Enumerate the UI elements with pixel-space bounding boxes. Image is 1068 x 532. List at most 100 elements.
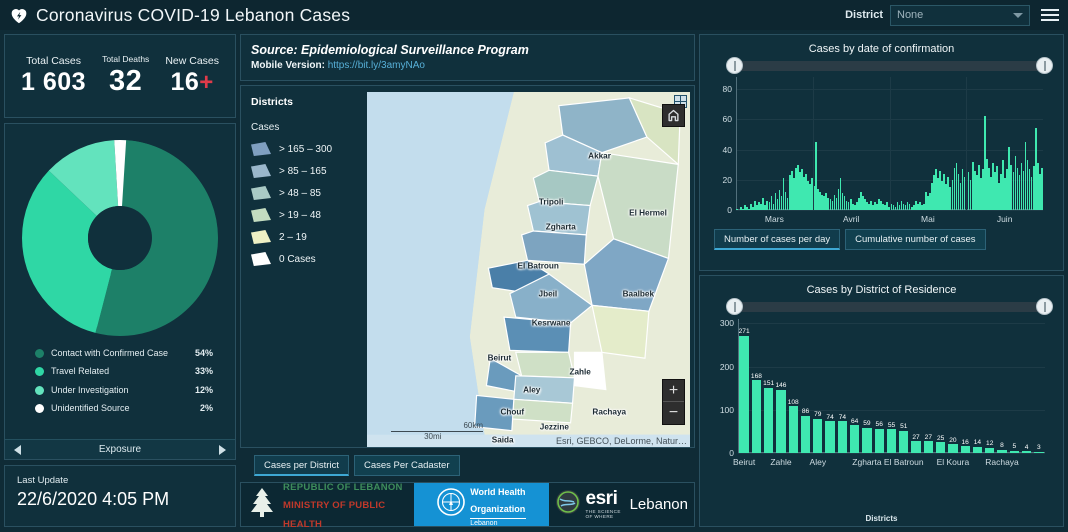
district-bar[interactable]: 16 (960, 439, 970, 453)
slider-handle-right[interactable] (1036, 298, 1053, 315)
district-bar[interactable]: 5 (1009, 443, 1019, 453)
chevron-left-icon[interactable] (14, 444, 21, 455)
time-bar[interactable] (1012, 172, 1015, 210)
time-bar[interactable] (910, 206, 913, 210)
time-bar[interactable] (921, 205, 923, 210)
time-bar[interactable] (766, 200, 769, 210)
time-bar[interactable] (971, 161, 974, 210)
time-bar[interactable] (864, 199, 866, 210)
time-bar[interactable] (853, 205, 856, 210)
time-bar[interactable] (778, 190, 781, 210)
time-bar[interactable] (1034, 128, 1037, 210)
time-bar[interactable] (862, 196, 864, 210)
time-bar[interactable] (805, 173, 807, 210)
tab-cases-per-day[interactable]: Number of cases per day (714, 229, 841, 250)
time-bar[interactable] (857, 197, 860, 210)
time-bar[interactable] (1008, 146, 1011, 210)
time-bar[interactable] (813, 185, 815, 210)
time-bar[interactable] (977, 164, 980, 210)
time-bar[interactable] (892, 205, 895, 210)
district-bar[interactable]: 59 (862, 420, 872, 453)
time-bar[interactable] (1036, 163, 1039, 210)
time-bar[interactable] (973, 170, 976, 210)
tab-cumulative-cases[interactable]: Cumulative number of cases (845, 229, 986, 250)
time-bar[interactable] (744, 205, 746, 210)
time-bar[interactable] (990, 176, 992, 210)
time-bar[interactable] (768, 202, 771, 210)
slider-handle-right[interactable] (1036, 57, 1053, 74)
time-bar[interactable] (827, 197, 830, 210)
time-bar[interactable] (774, 193, 777, 210)
time-bar[interactable] (849, 199, 852, 210)
district-bar[interactable]: 27 (923, 434, 933, 453)
hamburger-menu-icon[interactable] (1040, 6, 1060, 24)
time-bar[interactable] (979, 178, 982, 210)
time-bar[interactable] (1026, 160, 1029, 210)
time-bar[interactable] (794, 167, 797, 210)
time-bar[interactable] (992, 163, 994, 210)
zoom-out-button[interactable]: − (668, 404, 679, 421)
time-bar[interactable] (967, 172, 970, 210)
time-bar[interactable] (994, 172, 996, 210)
time-bar[interactable] (868, 203, 870, 210)
tab-cases-per-cadaster[interactable]: Cases Per Cadaster (353, 455, 460, 476)
time-bar[interactable] (847, 202, 850, 210)
time-bar[interactable] (900, 200, 903, 210)
time-bar[interactable] (984, 116, 986, 210)
district-bar[interactable]: 20 (948, 437, 958, 453)
time-bar[interactable] (1022, 170, 1025, 210)
time-bar[interactable] (918, 202, 921, 210)
time-bar[interactable] (969, 179, 972, 210)
district-bar[interactable]: 3 (1034, 444, 1044, 453)
district-bar[interactable]: 146 (775, 382, 786, 453)
home-extent-icon[interactable] (662, 104, 685, 127)
time-bar[interactable] (1014, 155, 1017, 210)
time-bar[interactable] (963, 176, 966, 210)
time-bar[interactable] (855, 202, 858, 210)
time-bar[interactable] (736, 208, 738, 210)
time-bar[interactable] (951, 179, 954, 210)
mobile-version-link[interactable]: https://bit.ly/3amyNAo (327, 59, 425, 71)
time-bar[interactable] (799, 172, 801, 210)
time-bar[interactable] (790, 170, 793, 210)
district-bar[interactable]: 56 (874, 421, 884, 453)
time-bar[interactable] (866, 202, 868, 210)
time-bar[interactable] (927, 196, 929, 210)
time-bar[interactable] (898, 205, 901, 210)
time-bar[interactable] (878, 199, 880, 210)
time-bar[interactable] (1002, 160, 1004, 210)
map-zoom-controls[interactable]: + − (662, 379, 685, 425)
district-bar[interactable]: 168 (751, 373, 762, 453)
time-bar[interactable] (782, 178, 785, 210)
time-bar[interactable] (1028, 169, 1031, 210)
time-bar[interactable] (817, 188, 819, 210)
time-bar[interactable] (872, 205, 874, 210)
district-bar[interactable]: 108 (788, 399, 799, 453)
time-bar[interactable] (748, 208, 750, 210)
slider-handle-left[interactable] (726, 57, 743, 74)
time-bar[interactable] (796, 164, 799, 210)
time-bar[interactable] (937, 178, 939, 210)
time-bar[interactable] (843, 196, 846, 210)
time-bar[interactable] (945, 184, 948, 210)
time-bar[interactable] (906, 202, 909, 210)
time-bar[interactable] (746, 206, 748, 210)
time-bar[interactable] (1020, 163, 1023, 210)
district-range-slider[interactable] (726, 298, 1053, 315)
district-bar[interactable]: 74 (825, 414, 835, 453)
time-bar[interactable] (1016, 167, 1019, 210)
time-bar[interactable] (953, 167, 956, 210)
time-bar[interactable] (837, 188, 840, 210)
time-bar[interactable] (884, 205, 887, 210)
time-bar[interactable] (770, 196, 773, 210)
time-bar[interactable] (916, 203, 919, 210)
time-bar[interactable] (801, 169, 803, 210)
district-bar[interactable]: 14 (972, 439, 983, 453)
time-bar[interactable] (788, 175, 791, 210)
time-bar[interactable] (939, 170, 941, 210)
time-bar[interactable] (780, 196, 783, 210)
time-bar[interactable] (811, 178, 813, 210)
time-bar[interactable] (1018, 175, 1021, 210)
time-bar[interactable] (1038, 173, 1041, 210)
time-bar[interactable] (764, 205, 767, 210)
